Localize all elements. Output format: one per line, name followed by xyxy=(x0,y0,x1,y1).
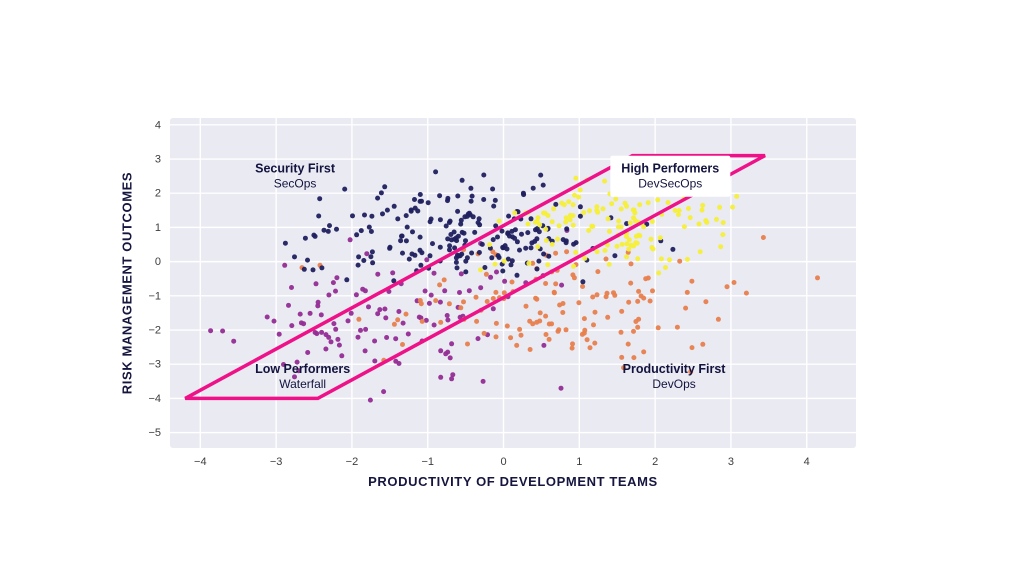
svg-text:1: 1 xyxy=(155,222,161,234)
svg-text:3: 3 xyxy=(728,456,734,468)
tick-labels: −4 −3 −2 −1 0 1 2 3 4 −5 −4 −3 −2 −1 0 1 2 3 4 xyxy=(148,119,809,468)
performance-band xyxy=(184,153,766,401)
svg-text:−2: −2 xyxy=(148,325,161,337)
svg-text:DevSecOps: DevSecOps xyxy=(638,177,702,191)
svg-text:−1: −1 xyxy=(148,290,161,302)
svg-text:High Performers: High Performers xyxy=(621,162,719,176)
svg-text:3: 3 xyxy=(155,154,161,166)
svg-text:−3: −3 xyxy=(270,456,283,468)
svg-text:DevOps: DevOps xyxy=(652,377,695,391)
svg-text:0: 0 xyxy=(155,256,161,268)
svg-text:−5: −5 xyxy=(148,427,161,439)
svg-text:2: 2 xyxy=(155,188,161,200)
svg-text:1: 1 xyxy=(576,456,582,468)
svg-text:SecOps: SecOps xyxy=(274,177,317,191)
svg-text:Security First: Security First xyxy=(255,162,336,176)
series-productivity-first-devops xyxy=(299,235,820,375)
svg-text:Productivity First: Productivity First xyxy=(623,362,727,376)
svg-text:2: 2 xyxy=(652,456,658,468)
y-axis-title: RISK MANAGEMENT OUTCOMES xyxy=(119,171,135,395)
x-axis-title: PRODUCTIVITY OF DEVELOPMENT TEAMS xyxy=(368,474,658,489)
svg-text:Waterfall: Waterfall xyxy=(279,377,326,391)
svg-text:4: 4 xyxy=(155,119,161,131)
svg-text:−2: −2 xyxy=(346,456,359,468)
svg-text:−4: −4 xyxy=(194,456,207,468)
series-security-first-secops xyxy=(282,169,676,285)
svg-text:−1: −1 xyxy=(421,456,434,468)
svg-text:Low Performers: Low Performers xyxy=(255,362,350,376)
svg-text:4: 4 xyxy=(804,456,810,468)
svg-text:−4: −4 xyxy=(148,393,161,405)
svg-text:−3: −3 xyxy=(148,359,161,371)
series-low-performers-waterfall xyxy=(208,228,570,403)
svg-text:0: 0 xyxy=(500,456,506,468)
